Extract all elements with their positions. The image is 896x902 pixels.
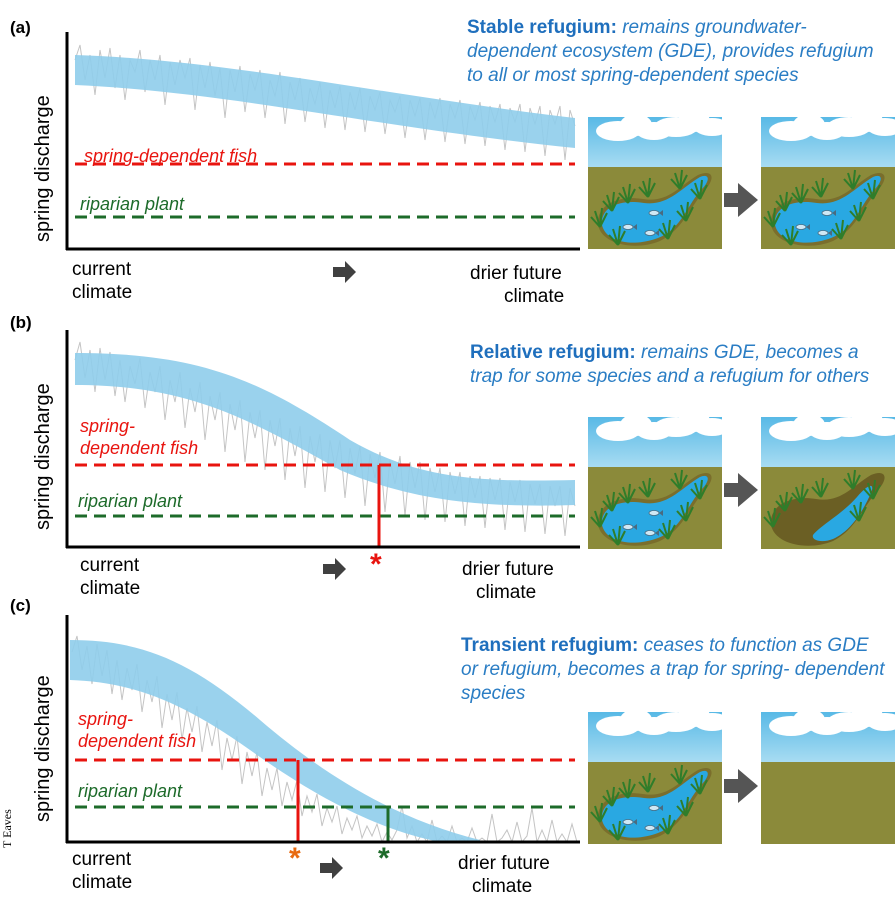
scene-c-current (588, 705, 730, 844)
panel-title: Stable refugium: remains groundwater-dep… (467, 17, 874, 86)
discharge-chart-a (65, 32, 580, 283)
plant-label: riparian plant (78, 491, 183, 511)
plant-asterisk: * (378, 842, 390, 875)
x-start-label: current climate (80, 555, 141, 599)
fish-label: spring-dependent fish (80, 416, 199, 458)
discharge-band (75, 353, 575, 506)
plant-label: riparian plant (78, 781, 183, 801)
panel-title: Transient refugium: ceases to function a… (461, 635, 885, 704)
scene-b-future (761, 410, 896, 549)
fish-label: spring-dependent fish (84, 146, 258, 166)
time-arrow-icon (333, 261, 356, 283)
scene-arrow-icon (724, 183, 758, 217)
panel-title: Relative refugium: remains GDE, becomes … (470, 342, 870, 387)
time-arrow-icon (323, 558, 346, 580)
x-end-label: drier future climate (462, 559, 554, 603)
panel-label: (a) (10, 18, 31, 37)
scene-c-future (761, 705, 896, 844)
discharge-band (70, 640, 480, 842)
panel-a: (a) spring discharge spring-dependent fi… (0, 0, 896, 307)
plant-extinction-marker-line (375, 805, 390, 842)
discharge-band (75, 55, 575, 148)
fish-asterisk: * (289, 842, 301, 875)
x-start-label: current climate (72, 259, 133, 303)
image-credit: T Eaves (0, 809, 14, 848)
scene-arrow-icon (724, 769, 758, 803)
plant-label: riparian plant (80, 194, 185, 214)
scene-arrow-icon (724, 473, 758, 507)
scene-a-current (588, 110, 730, 249)
x-end-label: drier future climate (458, 853, 550, 897)
fish-label: spring-dependent fish (78, 709, 197, 751)
x-end-label: drier future climate (470, 263, 565, 307)
fish-asterisk: * (370, 548, 382, 581)
scene-a-future (761, 110, 896, 249)
x-start-label: current climate (72, 849, 133, 893)
panel-label: (b) (10, 313, 32, 332)
scene-b-current (588, 410, 730, 549)
panel-label: (c) (10, 596, 31, 615)
time-arrow-icon (320, 857, 343, 879)
